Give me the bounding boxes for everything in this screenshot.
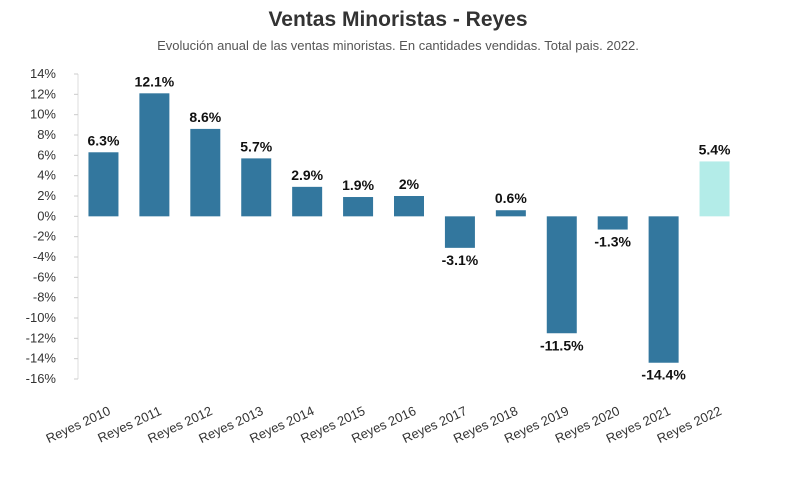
- y-tick-label: 6%: [37, 147, 56, 162]
- y-tick-label: 4%: [37, 168, 56, 183]
- bar[interactable]: [546, 216, 577, 334]
- bar[interactable]: [241, 158, 272, 217]
- y-tick-label: 14%: [30, 66, 56, 81]
- y-tick-label: -4%: [33, 249, 57, 264]
- bar[interactable]: [699, 161, 730, 217]
- data-label: 5.7%: [240, 138, 272, 154]
- data-label: 12.1%: [135, 73, 175, 89]
- y-tick-label: -2%: [33, 229, 57, 244]
- bar[interactable]: [343, 197, 374, 217]
- data-label: 0.6%: [495, 190, 527, 206]
- bar[interactable]: [597, 216, 628, 230]
- y-tick-label: -10%: [26, 310, 57, 325]
- bar[interactable]: [444, 216, 475, 248]
- data-label: -14.4%: [641, 367, 686, 383]
- y-tick-label: -6%: [33, 269, 57, 284]
- y-tick-label: 8%: [37, 127, 56, 142]
- y-tick-label: -12%: [26, 330, 57, 345]
- data-label: -11.5%: [540, 337, 584, 353]
- chart-title: Ventas Minoristas - Reyes: [268, 8, 528, 31]
- bar[interactable]: [88, 152, 119, 217]
- data-label: -3.1%: [442, 252, 479, 268]
- data-label: 2.9%: [291, 167, 323, 183]
- bars: [88, 93, 730, 363]
- y-axis: 14% 12% 10% 8% 6% 4% 2% 0% -2% -4% -6% -8% -10% -12% -…: [26, 66, 79, 386]
- data-label: -1.3%: [594, 234, 631, 250]
- data-label: 5.4%: [699, 141, 731, 157]
- data-labels: 6.3% 12.1% 8.6% 5.7% 2.9% 1.9% 2% -3.1% 0.6% -11.…: [88, 73, 732, 382]
- chart-subtitle: Evolución anual de las ventas minoristas…: [157, 38, 639, 53]
- y-tick-label: -8%: [33, 290, 57, 305]
- bar[interactable]: [648, 216, 679, 363]
- data-label: 8.6%: [189, 109, 221, 125]
- y-tick-label: 12%: [30, 86, 56, 101]
- data-label: 6.3%: [88, 132, 120, 148]
- y-tick-label: 0%: [37, 208, 56, 223]
- bar[interactable]: [190, 128, 221, 217]
- data-label: 1.9%: [342, 177, 374, 193]
- y-tick-label: 2%: [37, 188, 56, 203]
- y-tick-label: -16%: [26, 371, 57, 386]
- bar[interactable]: [495, 210, 526, 217]
- bar[interactable]: [292, 186, 323, 217]
- bar[interactable]: [394, 196, 424, 217]
- bar[interactable]: [139, 93, 170, 217]
- y-tick-label: -14%: [26, 351, 57, 366]
- data-label: 2%: [399, 176, 420, 192]
- y-tick-label: 10%: [30, 107, 56, 122]
